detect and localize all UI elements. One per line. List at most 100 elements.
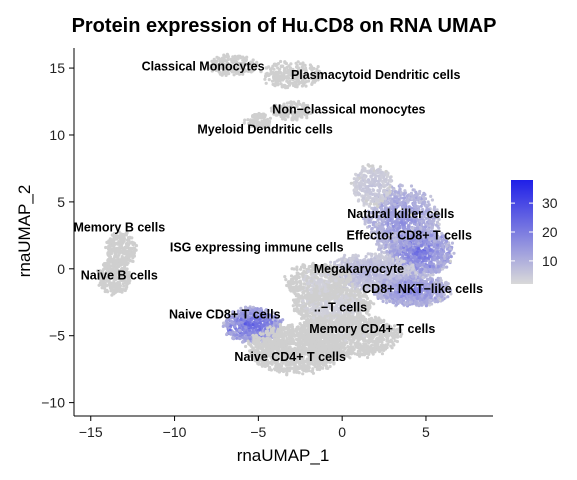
- data-point: [395, 221, 399, 225]
- data-point: [431, 273, 435, 277]
- data-point: [121, 238, 125, 242]
- data-point: [417, 197, 421, 201]
- data-point: [352, 177, 356, 181]
- data-point: [402, 296, 406, 301]
- data-point: [418, 189, 422, 194]
- data-point: [109, 244, 114, 248]
- data-point: [395, 276, 399, 280]
- data-point: [122, 234, 126, 238]
- data-point: [385, 301, 389, 305]
- data-point: [437, 296, 441, 300]
- data-point: [112, 260, 116, 264]
- data-point: [403, 189, 407, 193]
- data-point: [435, 220, 440, 224]
- data-point: [383, 188, 387, 192]
- data-point: [108, 249, 112, 253]
- data-point: [110, 293, 114, 297]
- data-point: [411, 267, 415, 271]
- data-point: [406, 198, 410, 202]
- data-point: [366, 163, 370, 167]
- data-point: [134, 248, 138, 252]
- data-point: [210, 59, 214, 63]
- data-point: [255, 62, 259, 66]
- data-point: [106, 258, 110, 263]
- data-point: [377, 167, 381, 171]
- data-point: [290, 118, 294, 122]
- data-point: [274, 73, 278, 78]
- data-point: [378, 165, 383, 169]
- data-point: [386, 257, 390, 261]
- data-point: [268, 116, 272, 120]
- data-point: [381, 196, 385, 201]
- data-point: [376, 182, 380, 187]
- data-point: [114, 255, 118, 259]
- data-point: [362, 182, 366, 186]
- data-point: [375, 255, 379, 259]
- data-point: [448, 247, 452, 251]
- data-point: [100, 282, 104, 286]
- data-point: [419, 268, 423, 272]
- data-point: [439, 261, 443, 265]
- data-point: [354, 185, 358, 189]
- data-point: [389, 179, 393, 183]
- data-point: [428, 264, 432, 269]
- data-point: [429, 194, 433, 198]
- data-point: [366, 196, 370, 200]
- data-point: [354, 172, 358, 176]
- data-point: [356, 254, 360, 258]
- data-point: [402, 248, 406, 252]
- data-point: [128, 258, 132, 263]
- data-point: [402, 243, 406, 247]
- data-point: [264, 74, 268, 78]
- data-point: [416, 259, 420, 264]
- data-point: [394, 299, 398, 303]
- data-point: [101, 263, 106, 267]
- data-point: [436, 243, 440, 247]
- data-point: [431, 264, 435, 268]
- data-point: [385, 250, 389, 254]
- data-point: [126, 242, 130, 246]
- data-point: [398, 183, 402, 187]
- data-point: [397, 190, 401, 195]
- data-point: [347, 282, 351, 286]
- data-point: [404, 252, 408, 256]
- data-point: [385, 174, 389, 179]
- data-point: [371, 188, 376, 192]
- data-point: [411, 188, 415, 192]
- data-point: [377, 243, 381, 247]
- chart-title: Protein expression of Hu.CD8 on RNA UMAP: [72, 15, 497, 37]
- data-point: [358, 185, 362, 189]
- data-point: [351, 257, 355, 261]
- data-point: [231, 55, 235, 59]
- data-point: [374, 174, 378, 178]
- data-point: [415, 296, 419, 301]
- data-point: [411, 194, 415, 198]
- data-point: [415, 263, 419, 267]
- data-point: [279, 76, 283, 80]
- data-point: [426, 200, 430, 204]
- data-point: [369, 180, 374, 184]
- data-point: [376, 189, 380, 193]
- data-point: [388, 190, 392, 194]
- data-point: [295, 84, 299, 88]
- data-point: [418, 256, 422, 260]
- data-point: [398, 246, 403, 250]
- data-point: [386, 221, 390, 226]
- data-point: [426, 256, 430, 260]
- data-point: [358, 181, 362, 185]
- data-point: [364, 254, 368, 259]
- data-point: [370, 164, 374, 168]
- data-point: [120, 255, 124, 259]
- data-point: [310, 81, 314, 86]
- data-point: [103, 286, 107, 290]
- data-point: [356, 199, 360, 203]
- data-point: [452, 251, 456, 255]
- data-point: [242, 61, 246, 65]
- data-point: [356, 178, 360, 182]
- data-point: [385, 193, 389, 197]
- data-point: [97, 283, 101, 287]
- data-point: [406, 248, 410, 252]
- data-point: [126, 255, 130, 259]
- data-point: [271, 82, 275, 86]
